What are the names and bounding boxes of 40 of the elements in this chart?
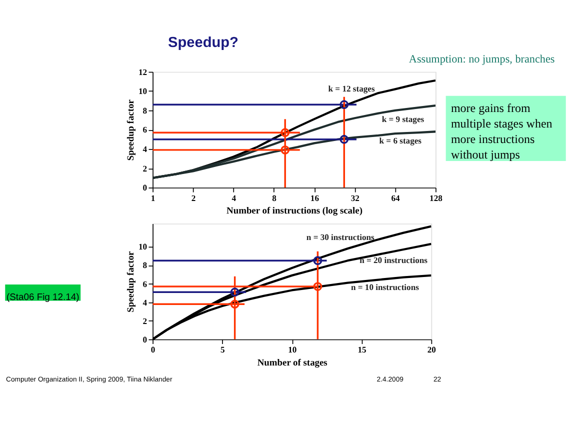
x-tick-label: 8 — [272, 192, 276, 203]
y-tick-label: 4 — [142, 144, 148, 154]
x-axis-title: Number of instructions (log scale) — [226, 206, 362, 217]
y-tick-label: 8 — [142, 105, 148, 116]
x-tick-label: 15 — [358, 344, 366, 355]
x-tick-label: 5 — [220, 344, 225, 355]
y-tick-label: 4 — [142, 297, 148, 308]
series-label: n = 10 instructions — [350, 282, 420, 292]
text: Assumption: no jumps, branches — [408, 53, 555, 66]
y-tick-label: 10 — [138, 86, 148, 96]
x-tick-label: 64 — [391, 192, 401, 203]
y-axis-title: Speedup factor — [126, 100, 136, 161]
y-tick-label: 8 — [142, 260, 148, 270]
x-tick-label: 10 — [288, 344, 297, 355]
y-tick-label: 6 — [142, 278, 148, 289]
y-tick-label: 0 — [142, 182, 148, 193]
x-tick-label: 32 — [350, 192, 360, 203]
x-tick-label: 128 — [430, 192, 442, 203]
series-label: n = 20 instructions — [360, 254, 428, 265]
y-tick-label: 10 — [138, 242, 148, 252]
x-tick-label: 0 — [150, 344, 156, 355]
series-label: n = 30 instructions — [306, 232, 375, 242]
chart-title: Speedup? — [168, 34, 239, 51]
text: more gains from multiple stages when more instructions without jumps — [450, 101, 552, 162]
y-tick-label: 0 — [142, 334, 148, 344]
x-tick-label: 2 — [191, 192, 196, 203]
y-tick-label: 12 — [138, 66, 148, 77]
x-axis-title: Number of stages — [257, 358, 328, 368]
x-tick-label: 1 — [150, 192, 156, 203]
y-axis-title: Speedup factor — [126, 251, 136, 312]
x-tick-label: 20 — [427, 344, 436, 355]
series-label: k = 12 stages — [328, 84, 376, 94]
x-tick-label: 16 — [310, 192, 320, 203]
series-label: k = 9 stages — [382, 114, 425, 124]
y-tick-label: 6 — [142, 124, 148, 135]
y-tick-label: 2 — [142, 163, 148, 174]
y-tick-label: 2 — [142, 316, 148, 326]
text: (Sta06 Fig 12.14) — [6, 290, 80, 302]
series-label: k = 6 stages — [379, 136, 422, 146]
x-tick-label: 4 — [232, 192, 237, 203]
